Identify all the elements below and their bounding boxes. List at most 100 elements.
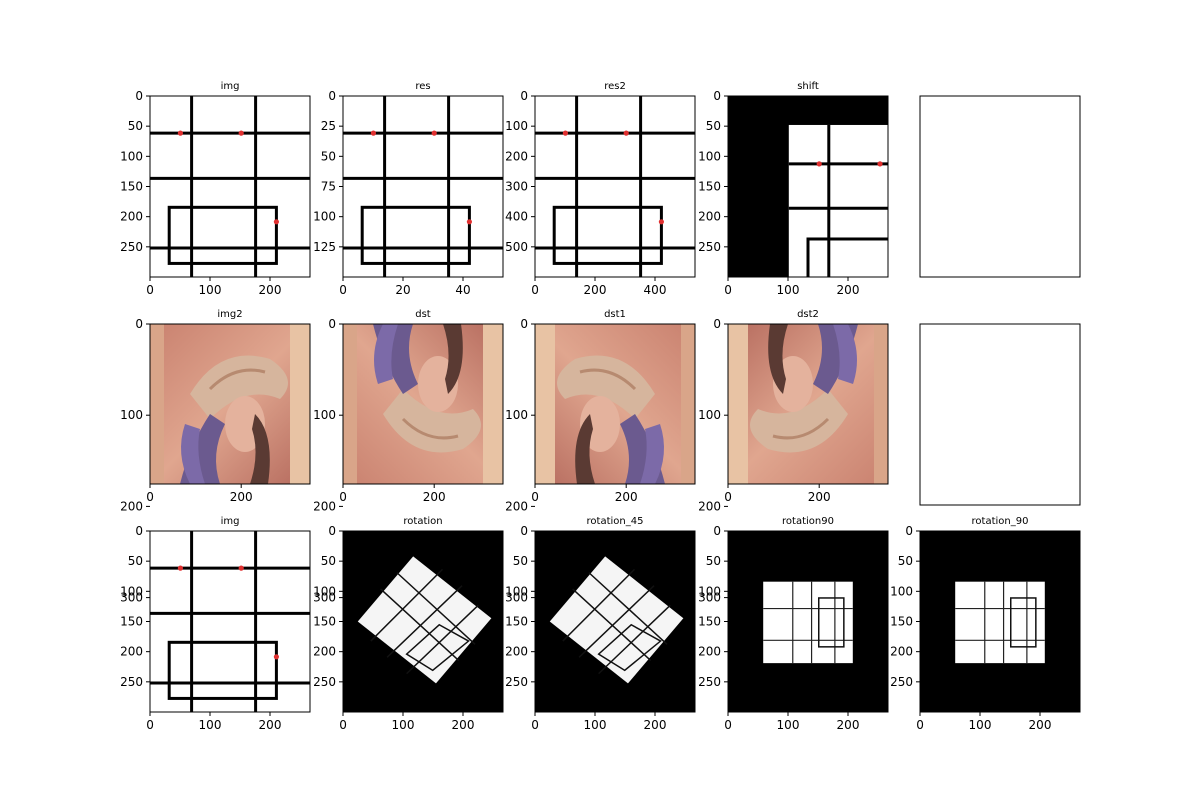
subplot-image [343,324,503,484]
y-tick-label: 150 [120,180,143,194]
y-tick-label: 25 [321,119,336,133]
y-tick-label: 0 [713,317,721,331]
subplot-image [728,324,888,484]
subplot-image [535,531,695,712]
y-tick-label: 100 [313,584,336,598]
subplot-frame [919,95,1081,278]
subplot-title: img [221,81,240,92]
y-tick-label: 100 [505,119,528,133]
subplot-title: res [415,81,430,92]
y-tick-label: 300 [698,591,721,605]
subplot-image [535,96,695,277]
x-tick-label: 100 [777,283,800,297]
y-tick-label: 100 [505,408,528,422]
y-tick-label: 250 [505,675,528,689]
subplot-image [728,96,888,277]
subplot-15: rotation_90 0 100 200 0 50 100 150 200 250 [890,516,1081,732]
y-tick-label: 50 [706,119,721,133]
y-tick-label: 300 [505,180,528,194]
y-tick-label: 0 [328,524,336,538]
x-tick-label: 20 [395,283,410,297]
subplot-image [150,96,310,277]
y-tick-label: 0 [905,524,913,538]
y-tick-label: 50 [321,554,336,568]
y-tick-label: 250 [698,675,721,689]
x-tick-label: 0 [724,490,732,504]
subplot-image [920,531,1080,712]
x-tick-label: 200 [230,490,253,504]
y-tick-label: 50 [128,554,143,568]
x-tick-label: 100 [777,718,800,732]
subplot-3: res2 0 200 400 0 100 200 300 400 500 [505,81,696,297]
y-tick-label: 250 [120,675,143,689]
subplot-10 [919,323,1081,506]
subplot-title: rotation [403,516,442,527]
y-tick-label: 200 [120,499,143,513]
x-tick-label: 100 [199,718,222,732]
subplot-title: dst [415,309,431,320]
y-tick-label: 150 [505,615,528,629]
subplot-7: dst 0 200 0 100 200 300 [313,309,504,605]
y-tick-label: 300 [313,591,336,605]
y-tick-label: 250 [120,240,143,254]
subplot-13: rotation_45 0 100 200 0 50 100 150 200 250 [505,516,696,732]
subplot-4: shift 0 100 200 0 50 100 150 200 250 [698,81,889,297]
y-tick-label: 125 [313,240,336,254]
y-tick-label: 50 [128,119,143,133]
x-tick-label: 100 [969,718,992,732]
y-tick-label: 150 [313,615,336,629]
subplot-5 [919,95,1081,278]
y-tick-label: 500 [505,240,528,254]
x-tick-label: 200 [837,283,860,297]
subplot-title: rotation_45 [587,516,644,527]
y-tick-label: 100 [698,584,721,598]
y-tick-label: 200 [698,645,721,659]
y-tick-label: 50 [513,554,528,568]
y-tick-label: 200 [505,149,528,163]
y-tick-label: 200 [698,499,721,513]
subplot-title: shift [797,81,819,92]
y-tick-label: 200 [313,499,336,513]
subplot-title: img [221,516,240,527]
y-tick-label: 0 [135,89,143,103]
y-tick-label: 150 [890,615,913,629]
y-tick-label: 75 [321,180,336,194]
y-tick-label: 100 [313,408,336,422]
x-tick-label: 0 [531,718,539,732]
x-tick-label: 200 [452,718,475,732]
subplot-title: dst1 [604,309,626,320]
y-tick-label: 250 [313,675,336,689]
y-tick-label: 50 [898,554,913,568]
subplot-14: rotation90 0 100 200 0 50 100 150 200 250 [698,516,889,732]
y-tick-label: 0 [520,317,528,331]
y-tick-label: 0 [328,89,336,103]
y-tick-label: 100 [120,149,143,163]
y-tick-label: 0 [713,89,721,103]
subplot-frame [534,323,696,485]
subplot-image [535,324,695,484]
subplot-title: dst2 [797,309,819,320]
subplot-image [150,531,310,712]
x-tick-label: 0 [146,718,154,732]
x-tick-label: 200 [1029,718,1052,732]
subplot-title: rotation90 [782,516,834,527]
x-tick-label: 200 [423,490,446,504]
y-tick-label: 200 [120,645,143,659]
x-tick-label: 0 [146,283,154,297]
subplot-image [150,324,310,484]
y-tick-label: 100 [505,584,528,598]
y-tick-label: 150 [120,615,143,629]
y-tick-label: 0 [328,317,336,331]
y-tick-label: 50 [706,554,721,568]
subplot-title: res2 [604,81,626,92]
x-tick-label: 0 [146,490,154,504]
x-tick-label: 0 [724,283,732,297]
subplot-title: rotation_90 [972,516,1029,527]
y-tick-label: 150 [698,615,721,629]
x-tick-label: 200 [837,718,860,732]
subplot-title: img2 [217,309,242,320]
